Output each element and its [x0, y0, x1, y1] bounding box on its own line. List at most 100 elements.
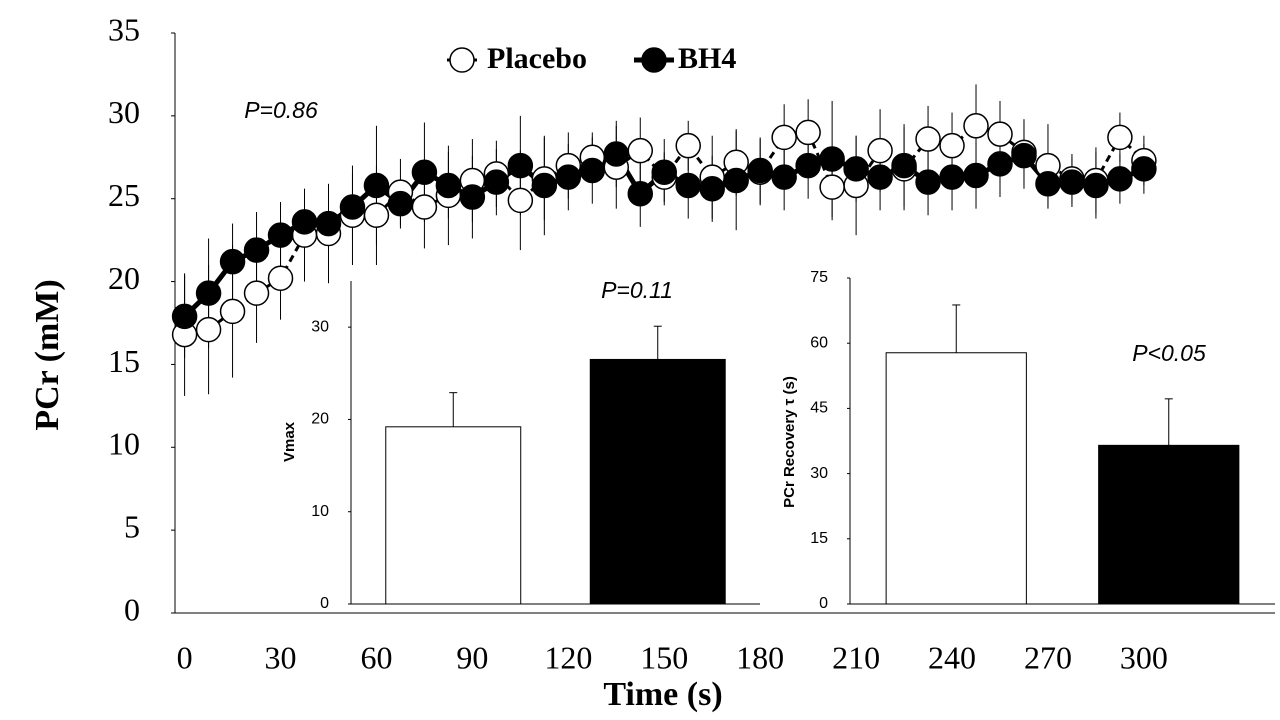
- x-tick-label: 120: [544, 639, 592, 675]
- data-point: [795, 119, 821, 146]
- data-point: [507, 187, 534, 214]
- x-tick-label: 300: [1120, 639, 1168, 675]
- y-tick-label: 60: [810, 334, 828, 351]
- y-tick-label: 0: [124, 591, 140, 627]
- y-tick-label: 30: [108, 94, 140, 130]
- data-point: [195, 316, 222, 343]
- data-point: [699, 176, 725, 202]
- data-point: [411, 194, 438, 220]
- bar: [1098, 444, 1240, 605]
- y-tick-label: 20: [311, 411, 329, 428]
- legend-label: BH4: [678, 42, 736, 75]
- y-tick-label: 10: [108, 426, 140, 462]
- data-point: [1035, 171, 1061, 197]
- data-point: [291, 209, 318, 235]
- data-point: [363, 172, 390, 199]
- data-point: [363, 202, 390, 229]
- y-tick-label: 45: [810, 400, 828, 417]
- data-point: [891, 152, 917, 179]
- data-point: [627, 180, 654, 207]
- data-point: [267, 265, 294, 292]
- data-point: [867, 164, 893, 190]
- legend-label: Placebo: [487, 42, 587, 75]
- data-point: [579, 157, 606, 184]
- data-point: [771, 124, 797, 151]
- data-point: [531, 172, 558, 199]
- y-tick-label: 30: [810, 465, 828, 482]
- data-point: [915, 126, 941, 152]
- data-point: [315, 210, 342, 237]
- data-point: [1059, 169, 1085, 195]
- x-tick-label: 0: [177, 639, 193, 675]
- x-tick-label: 30: [265, 639, 297, 675]
- data-point: [339, 194, 366, 220]
- y-tick-label: 15: [810, 530, 828, 547]
- data-point: [675, 172, 701, 199]
- data-point: [435, 172, 462, 199]
- y-tick-label: 0: [819, 595, 828, 612]
- data-point: [483, 169, 510, 195]
- data-point: [723, 167, 749, 194]
- data-point: [843, 156, 869, 182]
- data-point: [387, 190, 414, 217]
- data-point: [819, 174, 845, 200]
- annotation: P=0.86: [244, 97, 318, 123]
- data-point: [267, 222, 294, 248]
- x-tick-label: 180: [736, 639, 784, 675]
- y-tick-label: 10: [311, 503, 329, 520]
- data-point: [171, 303, 198, 330]
- data-point: [1131, 156, 1157, 182]
- y-tick-label: 20: [108, 260, 140, 296]
- data-point: [219, 298, 246, 325]
- annotation: P<0.05: [1132, 340, 1206, 366]
- data-point: [459, 184, 486, 210]
- x-tick-label: 240: [928, 639, 976, 675]
- y-axis-label: PCr Recovery τ (s): [781, 376, 798, 508]
- data-point: [243, 280, 270, 306]
- legend-marker: [641, 47, 667, 73]
- data-point: [963, 162, 989, 189]
- y-tick-label: 15: [108, 343, 140, 379]
- data-point: [675, 132, 701, 159]
- x-tick-label: 150: [640, 639, 688, 675]
- data-point: [195, 280, 222, 306]
- bar: [385, 426, 522, 605]
- data-point: [1083, 172, 1109, 199]
- annotation: P=0.11: [601, 277, 673, 303]
- data-point: [915, 169, 941, 195]
- bar: [885, 352, 1027, 605]
- y-tick-label: 25: [108, 177, 140, 213]
- y-axis-label: Vmax: [281, 421, 298, 462]
- data-point: [507, 152, 534, 179]
- data-point: [987, 121, 1013, 147]
- x-tick-label: 90: [456, 639, 488, 675]
- data-point: [627, 137, 654, 164]
- data-point: [987, 151, 1013, 177]
- data-point: [651, 159, 677, 185]
- bar: [589, 358, 726, 605]
- y-tick-label: 30: [311, 318, 329, 335]
- y-tick-label: 75: [810, 269, 828, 286]
- data-point: [939, 132, 965, 159]
- data-point: [819, 146, 845, 172]
- x-axis-label: Time (s): [603, 676, 722, 713]
- x-tick-label: 270: [1024, 639, 1072, 675]
- x-tick-label: 60: [360, 639, 392, 675]
- data-point: [603, 141, 630, 167]
- data-point: [243, 237, 270, 263]
- y-tick-label: 5: [124, 508, 140, 544]
- data-point: [411, 159, 438, 185]
- data-point: [1107, 124, 1133, 151]
- data-point: [963, 113, 989, 139]
- x-tick-label: 210: [832, 639, 880, 675]
- data-point: [795, 152, 821, 179]
- data-point: [747, 157, 773, 184]
- data-point: [1107, 166, 1133, 192]
- y-tick-label: 0: [320, 595, 329, 612]
- legend-marker: [449, 47, 475, 73]
- data-point: [771, 164, 797, 190]
- data-point: [219, 248, 246, 275]
- y-axis-label: PCr (mM): [29, 279, 66, 430]
- data-point: [939, 164, 965, 190]
